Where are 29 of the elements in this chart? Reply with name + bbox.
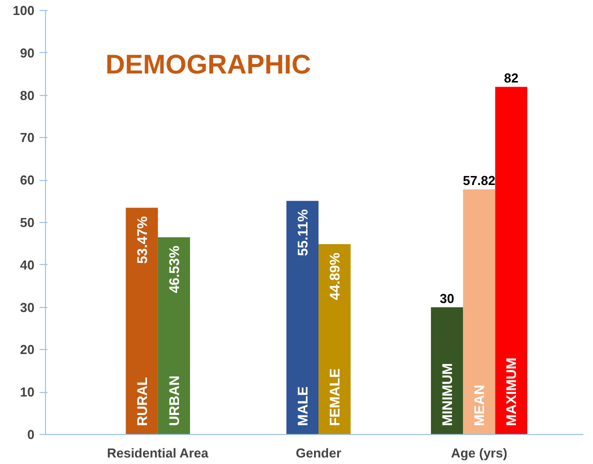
data-label: 57.82 [462, 173, 496, 188]
y-tick-label: 70 [20, 130, 35, 146]
series-label: FEMALE [326, 368, 343, 426]
data-label: 30 [440, 291, 454, 306]
text: DEMOGRAPHIC [106, 50, 312, 80]
series-label: URBAN [166, 375, 182, 426]
data-label: 46.53% [166, 245, 182, 294]
data-label: 55.11% [294, 208, 310, 256]
y-tick-label: 40 [20, 257, 35, 272]
series-label: RURAL [134, 376, 150, 426]
x-tick-label: Age (yrs) [450, 446, 508, 460]
y-tick-label: 20 [20, 342, 35, 358]
series-label: MINIMUM [438, 363, 455, 426]
series-label: MALE [294, 386, 310, 426]
y-tick-label: 50 [20, 215, 35, 230]
x-tick-label: Gender [296, 446, 342, 460]
y-tick-label: 100 [12, 3, 35, 18]
y-tick-label: 60 [20, 172, 35, 188]
y-tick-label: 10 [20, 384, 35, 400]
y-tick-label: 90 [20, 45, 35, 60]
x-tick-label: Residential Area [106, 446, 210, 460]
y-tick-label: 80 [20, 88, 35, 103]
data-label: 44.89% [326, 252, 343, 300]
y-tick-label: 30 [20, 300, 35, 315]
data-label: 53.47% [134, 216, 150, 264]
series-label: MAXIMUM [503, 358, 520, 426]
series-label: MEAN [471, 384, 488, 426]
data-label: 82 [504, 70, 518, 86]
y-tick-label: 0 [27, 427, 35, 442]
